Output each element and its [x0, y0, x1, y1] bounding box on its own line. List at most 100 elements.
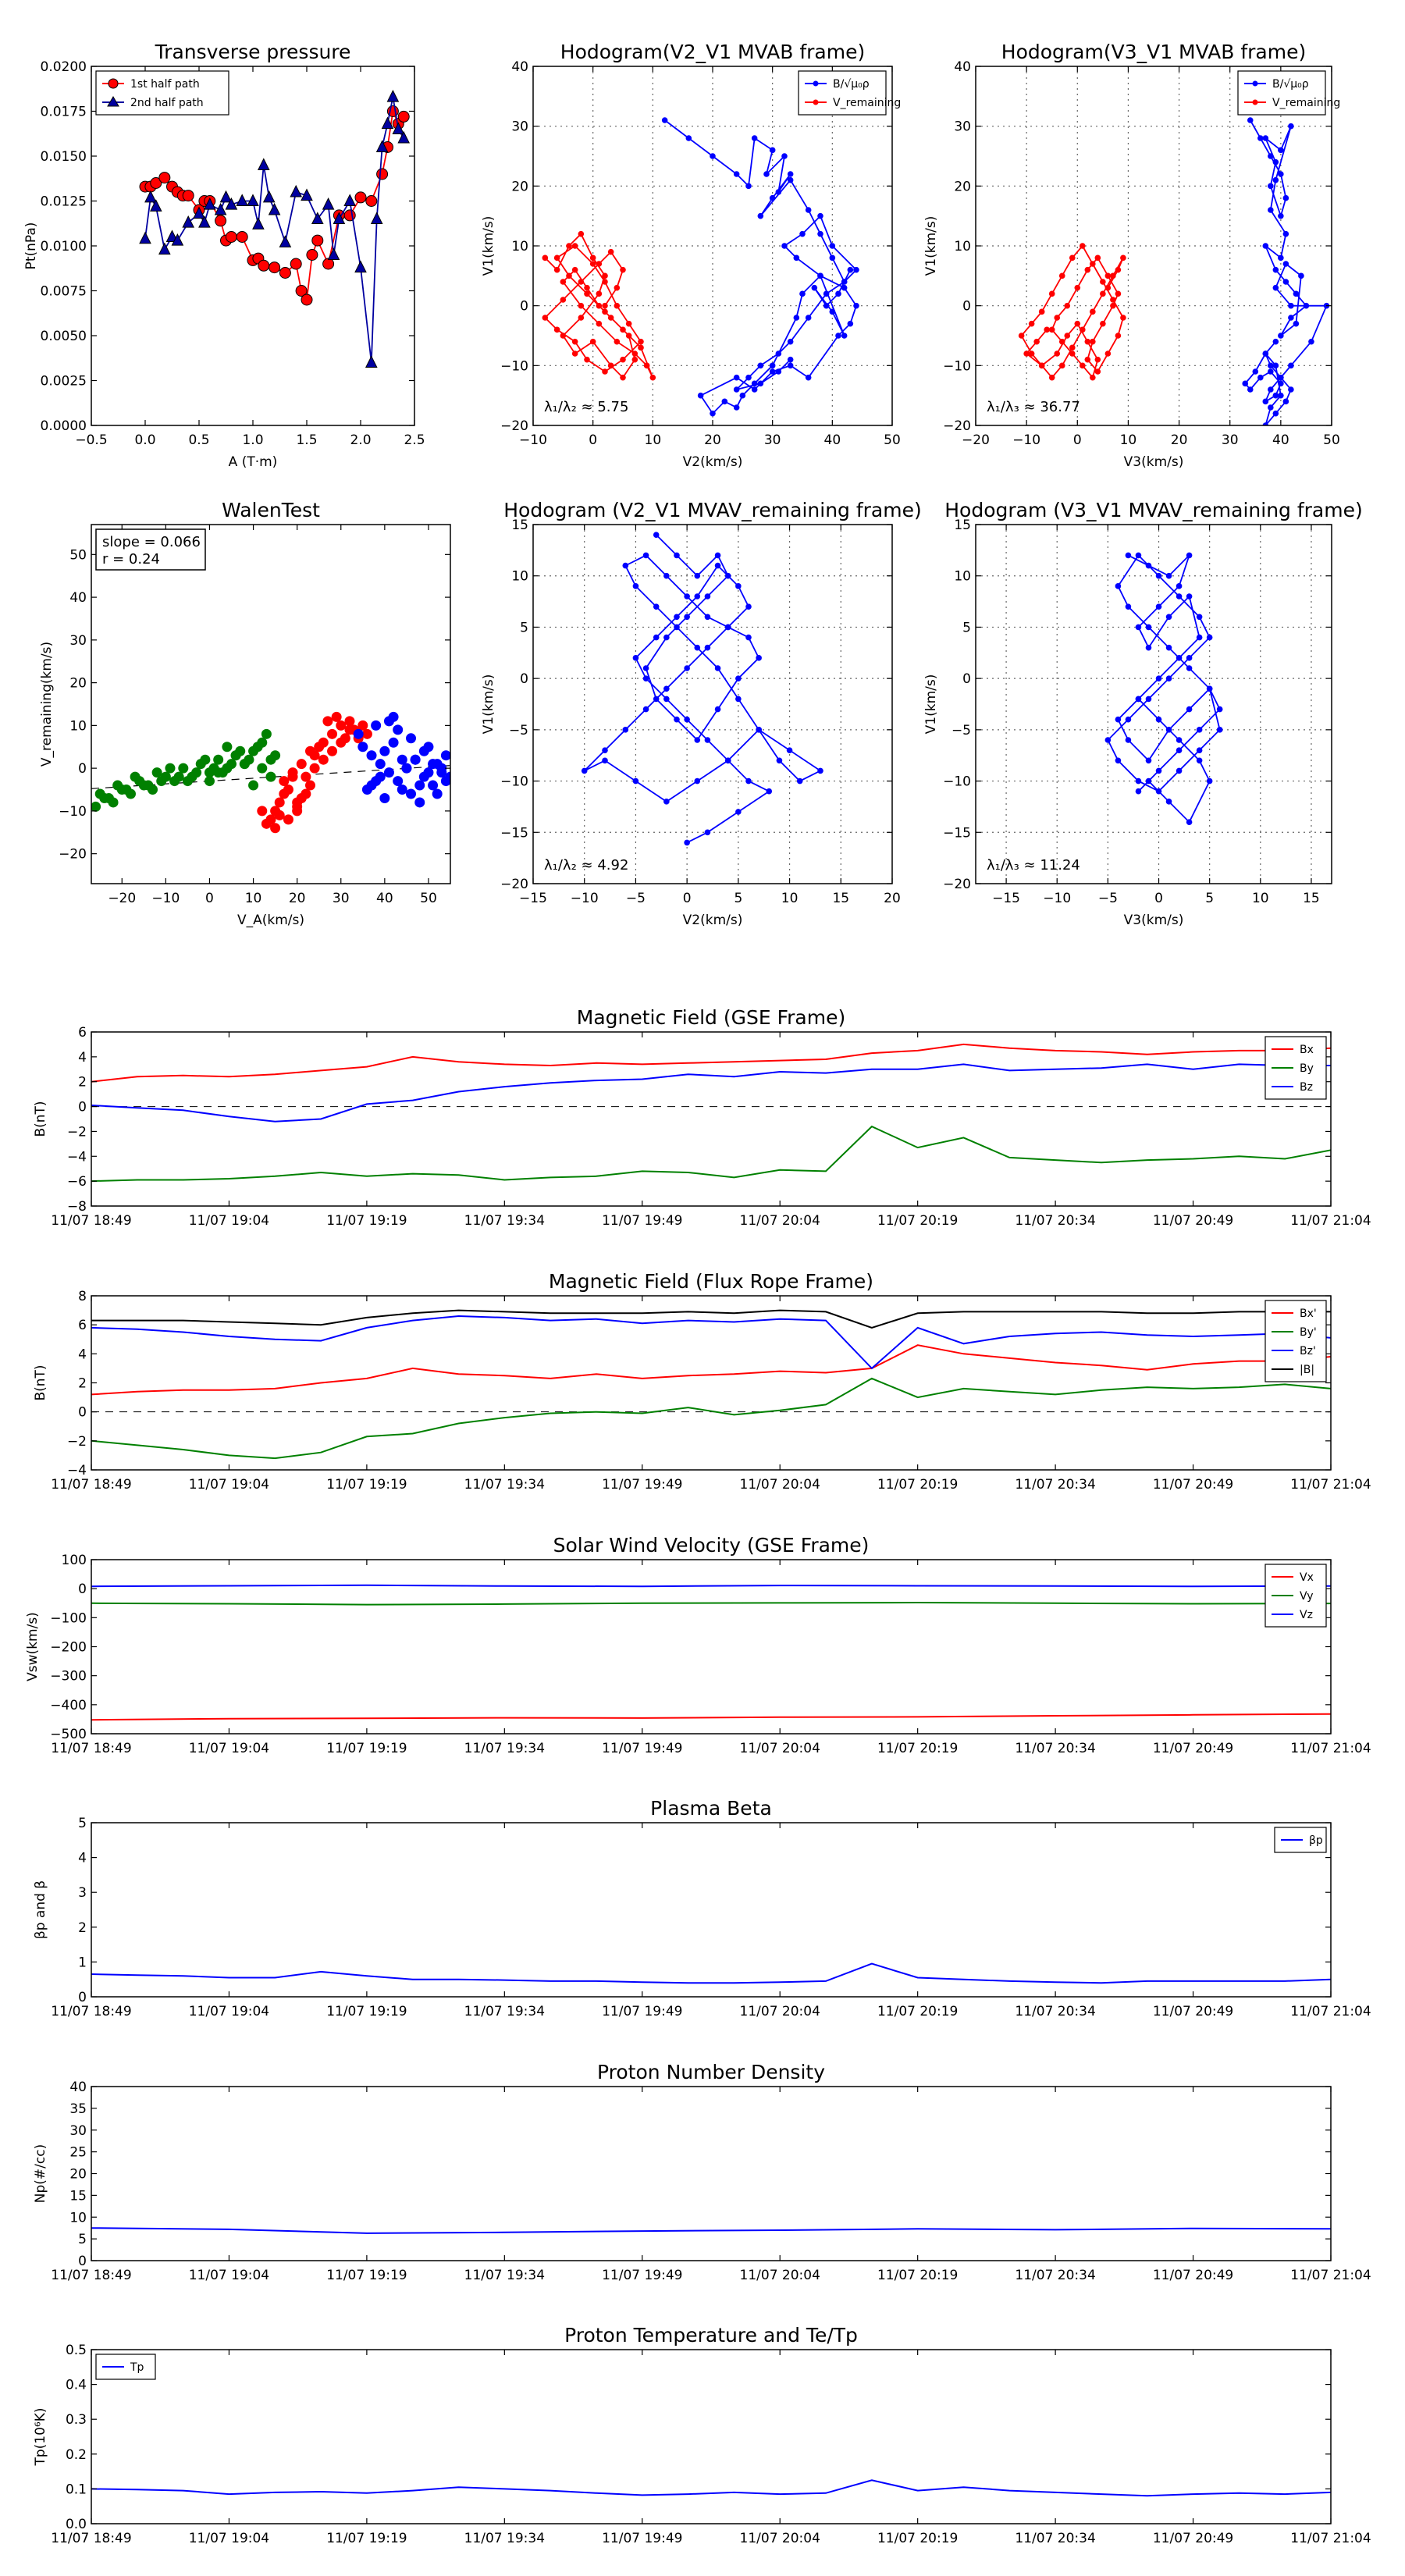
y-tick-label: 25: [69, 2145, 87, 2161]
data-point: [817, 230, 823, 237]
y-tick-label: 30: [954, 119, 971, 135]
x-tick-label: 0: [1073, 432, 1082, 448]
y-tick-label: 0.0125: [41, 194, 87, 210]
x-tick-label: 20: [704, 432, 721, 448]
axes-frame: [975, 66, 1332, 426]
y-tick-label: 0: [520, 299, 528, 315]
y-tick-label: −10: [59, 804, 87, 820]
x-tick-label: 1.0: [242, 432, 263, 448]
data-point: [602, 272, 608, 279]
data-point: [144, 190, 157, 203]
data-point: [343, 209, 356, 222]
y-tick-label: 0: [78, 1100, 87, 1115]
data-point: [1165, 675, 1172, 681]
data-point: [1145, 624, 1152, 631]
data-point: [796, 777, 803, 785]
data-point: [602, 368, 608, 375]
data-point: [584, 290, 590, 297]
y-axis-label: V1(km/s): [481, 216, 496, 276]
data-point: [423, 767, 434, 778]
data-point: [571, 338, 578, 345]
data-point: [653, 603, 660, 610]
panel-title: Hodogram(V3_V1 MVAB frame): [1001, 41, 1306, 63]
y-tick-label: 10: [954, 239, 971, 254]
y-tick-label: −20: [943, 418, 971, 434]
panel-title: Solar Wind Velocity (GSE Frame): [553, 1534, 870, 1557]
x-tick-label: 10: [245, 891, 262, 906]
axes-frame: [91, 2086, 1332, 2261]
data-point: [663, 696, 670, 703]
data-point: [756, 727, 762, 733]
data-point: [366, 750, 377, 761]
y-axis-label: Pt(nPa): [23, 222, 39, 270]
data-point: [257, 806, 268, 817]
legend-label: 2nd half path: [130, 97, 204, 109]
y-tick-label: 0.2: [66, 2447, 87, 2463]
panel-bgse: −8 −6 −4 −2 0 2 4 6 11/07 18:49 11/07 19:04 11/07 …: [33, 1006, 1371, 1229]
x-tick-label: 11/07 19:19: [326, 2004, 407, 2019]
series-by-line: [91, 1125, 1331, 1183]
y-tick-label: 40: [954, 59, 971, 75]
legend: Bx By Bz: [1264, 1036, 1327, 1100]
data-point: [553, 266, 560, 273]
data-point: [1155, 788, 1162, 795]
y-tick-label: −300: [50, 1669, 87, 1685]
x-tick-label: 15: [1303, 891, 1320, 906]
data-point: [1278, 374, 1284, 381]
data-point: [322, 258, 335, 270]
data-point: [1028, 350, 1035, 357]
data-point: [219, 190, 233, 203]
data-point: [158, 242, 171, 255]
data-point: [622, 727, 629, 733]
series-bx--line: [91, 1344, 1331, 1396]
y-tick-label: 0: [78, 1405, 87, 1421]
data-point: [1282, 194, 1289, 201]
data-point: [1186, 552, 1193, 559]
series-0-line: [1107, 553, 1221, 824]
data-point: [239, 759, 250, 770]
data-point: [733, 386, 740, 393]
x-tick-label: 40: [376, 891, 393, 906]
legend-label: Bz': [1300, 1345, 1316, 1357]
plot-area: [91, 1962, 1331, 1984]
data-point: [1186, 593, 1193, 600]
data-point: [386, 89, 400, 102]
panel-title: Proton Number Density: [597, 2061, 825, 2083]
data-point: [1125, 603, 1132, 610]
data-point: [1094, 254, 1101, 262]
legend: B/√μ₀ρ V_remaining: [1237, 70, 1340, 116]
data-point: [663, 685, 670, 692]
data-point: [571, 350, 578, 357]
data-point: [1282, 230, 1289, 237]
data-point: [566, 272, 572, 279]
data-point: [327, 247, 340, 260]
x-tick-label: 11/07 19:04: [189, 2268, 269, 2283]
data-point: [1282, 398, 1289, 405]
data-point: [756, 655, 762, 661]
data-point: [1044, 326, 1050, 333]
data-point: [1048, 326, 1055, 333]
data-point: [1028, 320, 1035, 327]
data-point: [787, 338, 794, 345]
y-tick-label: 5: [962, 620, 971, 635]
data-point: [835, 290, 841, 297]
y-tick-label: 50: [69, 547, 87, 563]
data-point: [1288, 315, 1294, 321]
data-point: [182, 190, 194, 202]
data-point: [265, 771, 276, 782]
data-point: [776, 757, 783, 764]
y-tick-label: −400: [50, 1698, 87, 1713]
data-point: [401, 763, 412, 774]
data-point: [584, 356, 590, 363]
data-point: [1176, 737, 1183, 743]
data-point: [1104, 350, 1112, 357]
x-tick-label: −10: [1043, 891, 1071, 906]
data-point: [1018, 333, 1025, 339]
data-point: [1054, 315, 1061, 321]
data-point: [406, 788, 417, 799]
data-point: [607, 248, 614, 255]
legend-label: Bx': [1300, 1308, 1317, 1320]
x-tick-label: 11/07 20:04: [740, 1741, 820, 1756]
y-tick-label: 5: [78, 1816, 87, 1831]
data-point: [674, 614, 680, 621]
